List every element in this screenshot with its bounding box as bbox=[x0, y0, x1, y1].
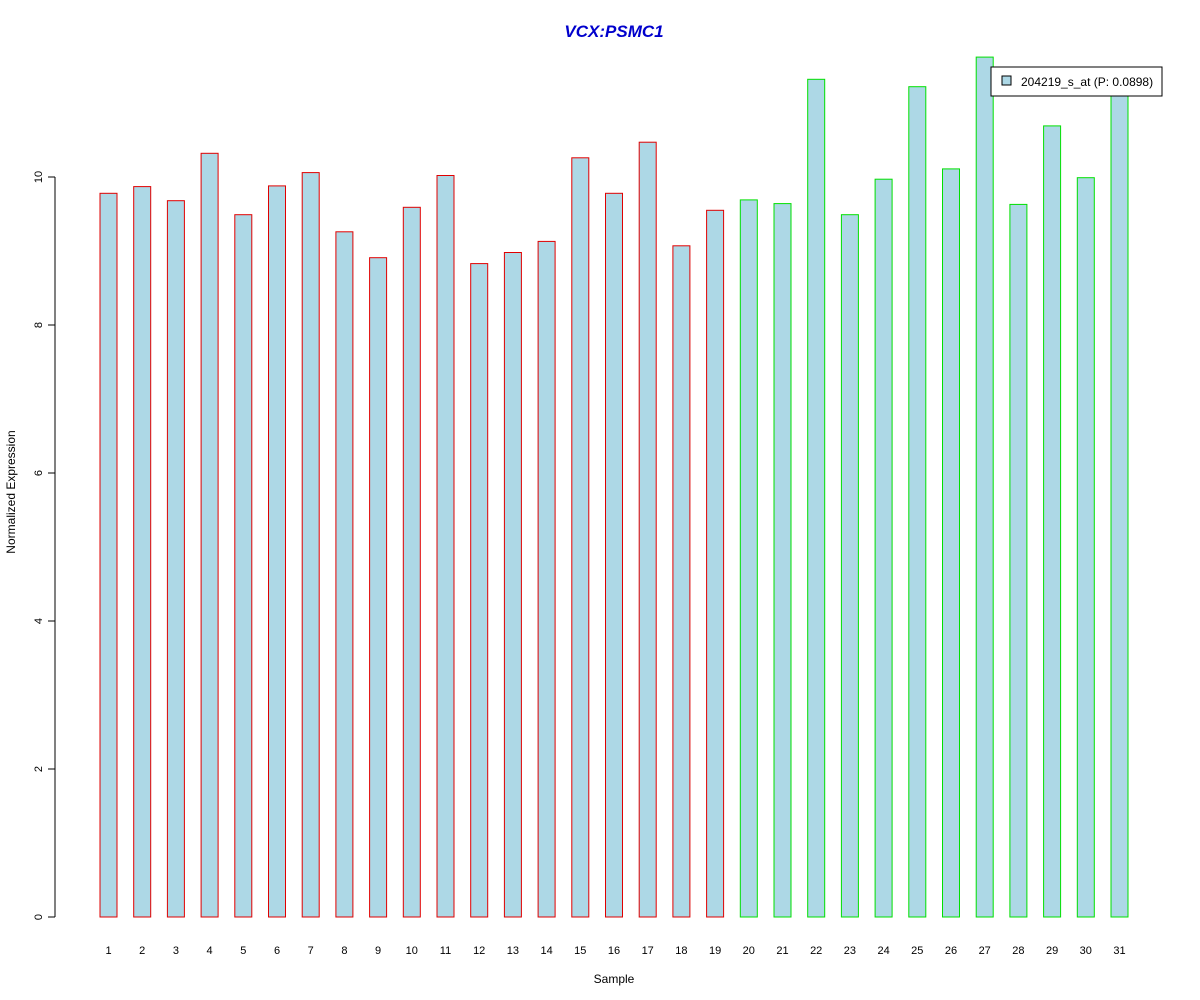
bar-sample-10 bbox=[402, 206, 421, 918]
x-tick-label: 31 bbox=[1113, 945, 1125, 957]
x-tick-label: 11 bbox=[440, 945, 451, 957]
x-tick-label: 4 bbox=[207, 945, 213, 957]
x-tick-label: 23 bbox=[844, 945, 856, 957]
legend: 204219_s_at (P: 0.0898) bbox=[990, 66, 1163, 97]
bar-sample-3 bbox=[166, 200, 185, 918]
x-tick-label: 5 bbox=[240, 945, 246, 957]
bar-sample-15 bbox=[571, 157, 590, 918]
bar-sample-20 bbox=[739, 199, 758, 918]
bar-sample-5 bbox=[234, 214, 253, 918]
x-axis-labels: 1 2 3 4 5 6 7 8 9 10 11 12 13 14 15 16 17 18 19 20 21 22 23 24 2… bbox=[105, 945, 1125, 957]
bar-sample-22 bbox=[807, 78, 826, 918]
x-tick-label: 12 bbox=[473, 945, 485, 957]
legend-box bbox=[990, 66, 1163, 97]
x-tick-label: 21 bbox=[776, 945, 788, 957]
bar-sample-17 bbox=[638, 141, 657, 918]
bar-sample-24 bbox=[874, 178, 893, 918]
bar-sample-16 bbox=[605, 192, 623, 918]
x-tick-label: 8 bbox=[341, 945, 347, 957]
y-axis-title: Normalized Expression bbox=[4, 430, 18, 553]
y-tick-label: 2 bbox=[33, 766, 45, 772]
legend-label: 204219_s_at (P: 0.0898) bbox=[1021, 75, 1153, 89]
bar-sample-12 bbox=[470, 263, 489, 918]
x-tick-label: 29 bbox=[1046, 945, 1058, 957]
x-tick-label: 26 bbox=[945, 945, 957, 957]
bar-sample-26 bbox=[942, 168, 960, 918]
bar-sample-18 bbox=[672, 245, 691, 918]
bar-sample-30 bbox=[1076, 177, 1095, 918]
bar-sample-1 bbox=[99, 192, 118, 918]
y-axis: 0 2 4 6 8 10 bbox=[33, 171, 56, 920]
y-tick-label: 8 bbox=[33, 322, 45, 328]
bar-sample-2 bbox=[133, 186, 152, 918]
bar-sample-14 bbox=[537, 240, 556, 918]
y-tick-label: 6 bbox=[33, 470, 45, 476]
x-tick-label: 25 bbox=[911, 945, 923, 957]
bar-sample-21 bbox=[773, 203, 792, 918]
x-tick-label: 13 bbox=[507, 945, 519, 957]
x-tick-label: 3 bbox=[173, 945, 179, 957]
x-tick-label: 14 bbox=[540, 945, 552, 957]
bar-sample-4 bbox=[200, 152, 219, 918]
x-tick-label: 9 bbox=[375, 945, 381, 957]
x-tick-label: 20 bbox=[743, 945, 755, 957]
x-tick-label: 30 bbox=[1080, 945, 1092, 957]
x-tick-label: 1 bbox=[105, 945, 111, 957]
x-tick-label: 7 bbox=[308, 945, 314, 957]
bar-sample-23 bbox=[840, 214, 859, 918]
bar-sample-29 bbox=[1043, 125, 1062, 918]
bar-sample-8 bbox=[335, 231, 354, 918]
x-tick-label: 16 bbox=[608, 945, 620, 957]
x-tick-label: 2 bbox=[139, 945, 145, 957]
x-tick-label: 18 bbox=[675, 945, 687, 957]
x-tick-label: 28 bbox=[1012, 945, 1024, 957]
bar-sample-27 bbox=[975, 56, 994, 918]
x-tick-label: 27 bbox=[979, 945, 991, 957]
bar-sample-25 bbox=[908, 86, 927, 918]
bar-sample-31 bbox=[1110, 84, 1129, 918]
y-tick-label: 0 bbox=[33, 914, 45, 920]
bars-layer bbox=[99, 56, 1129, 918]
x-tick-label: 10 bbox=[406, 945, 418, 957]
x-tick-label: 22 bbox=[810, 945, 822, 957]
x-axis-title: Sample bbox=[594, 972, 635, 986]
legend-swatch bbox=[1001, 75, 1012, 86]
bar-sample-28 bbox=[1009, 203, 1028, 918]
x-tick-label: 19 bbox=[709, 945, 721, 957]
y-tick-label: 4 bbox=[33, 618, 45, 624]
x-tick-label: 24 bbox=[877, 945, 889, 957]
bar-sample-13 bbox=[503, 252, 522, 918]
y-tick-label: 10 bbox=[33, 171, 45, 183]
chart-title: VCX:PSMC1 bbox=[564, 22, 663, 41]
x-tick-label: 6 bbox=[274, 945, 280, 957]
bar-sample-19 bbox=[706, 209, 725, 918]
x-tick-label: 15 bbox=[574, 945, 586, 957]
x-tick-label: 17 bbox=[642, 945, 654, 957]
bar-sample-6 bbox=[268, 185, 286, 918]
bar-sample-9 bbox=[369, 257, 388, 918]
bar-sample-11 bbox=[436, 175, 455, 918]
bar-sample-7 bbox=[301, 172, 320, 918]
